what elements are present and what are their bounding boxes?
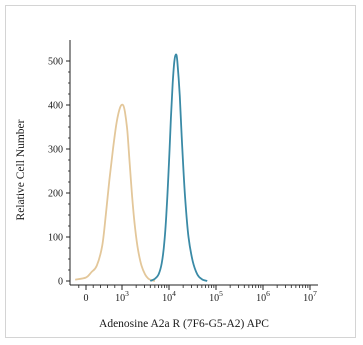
x-axis-title: Adenosine A2a R (7F6-G5-A2) APC <box>99 318 269 330</box>
x-tick-label: 105 <box>209 289 223 304</box>
y-tick-label: 200 <box>48 189 63 200</box>
x-tick-label: 103 <box>115 289 129 304</box>
x-tick-label: 0 <box>84 293 89 304</box>
labels-layer: 0 100 200 300 400 500 0 103 104 105 106 107 <box>48 57 317 305</box>
series-2-line <box>149 53 208 282</box>
axes <box>66 40 318 290</box>
x-tick-label: 104 <box>162 289 176 304</box>
x-tick-label: 106 <box>256 289 270 304</box>
y-tick-label: 300 <box>48 145 63 156</box>
y-axis-title: Relative Cell Number <box>15 119 27 220</box>
y-tick-label: 400 <box>48 101 63 112</box>
x-tick-label: 107 <box>303 289 317 304</box>
series-1-line <box>75 103 156 282</box>
y-tick-label: 0 <box>58 277 63 288</box>
y-tick-label: 500 <box>48 57 63 68</box>
chart-frame <box>5 5 356 338</box>
series-layer <box>75 53 208 282</box>
y-tick-label: 100 <box>48 233 63 244</box>
